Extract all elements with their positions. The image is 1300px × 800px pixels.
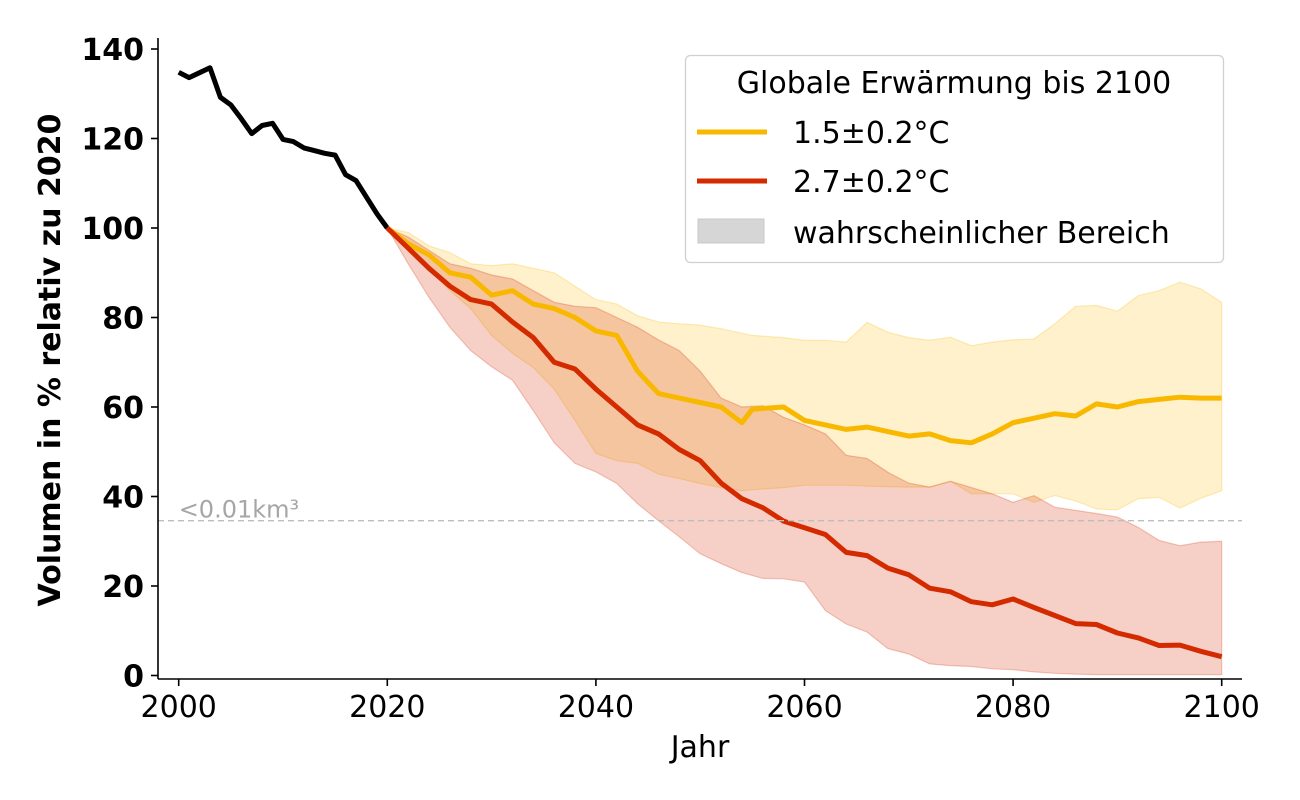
y-tick-label: 0 xyxy=(123,660,144,695)
legend-label-2-7c: 2.7±0.2°C xyxy=(793,165,950,200)
x-tick-label: 2000 xyxy=(141,690,217,725)
y-tick-label: 100 xyxy=(81,212,144,247)
legend: Globale Erwärmung bis 2100 1.5±0.2°C 2.7… xyxy=(684,54,1225,264)
x-tick-label: 2100 xyxy=(1184,690,1260,725)
legend-label-range: wahrscheinlicher Bereich xyxy=(793,216,1170,251)
x-tick-label: 2080 xyxy=(975,690,1051,725)
threshold-annotation: <0.01km³ xyxy=(158,496,1242,524)
y-tick-label: 140 xyxy=(81,33,144,68)
y-tick-label: 60 xyxy=(102,391,144,426)
y-tick-label: 120 xyxy=(81,123,144,158)
line-historical xyxy=(177,65,390,230)
axes xyxy=(157,38,1242,680)
x-tick-label: 2040 xyxy=(558,690,634,725)
legend-swatch-range xyxy=(697,218,765,244)
x-axis-label: Jahr xyxy=(669,730,730,765)
confidence-bands xyxy=(385,226,1223,676)
legend-title: Globale Erwärmung bis 2100 xyxy=(737,66,1171,101)
x-tick-label: 2060 xyxy=(766,690,842,725)
line-1-5-0-2-c xyxy=(385,226,1222,446)
line-2-7-0-2-c xyxy=(385,226,1223,660)
y-tick-label: 40 xyxy=(102,481,144,516)
legend-label-1-5c: 1.5±0.2°C xyxy=(793,116,950,151)
threshold-label: <0.01km³ xyxy=(179,496,299,524)
y-tick-label: 20 xyxy=(102,570,144,605)
series-lines xyxy=(177,65,1223,660)
band-2-7-0-2-c xyxy=(385,226,1223,676)
y-tick-label: 80 xyxy=(102,302,144,337)
y-axis-label: Volumen in % relativ zu 2020 xyxy=(33,114,68,607)
y-ticks: 0 20 40 60 80 100 120 140 xyxy=(81,33,158,695)
x-ticks: 2000 2020 2040 2060 2080 2100 xyxy=(141,679,1260,725)
x-tick-label: 2020 xyxy=(349,690,425,725)
legend-frame xyxy=(684,54,1225,264)
